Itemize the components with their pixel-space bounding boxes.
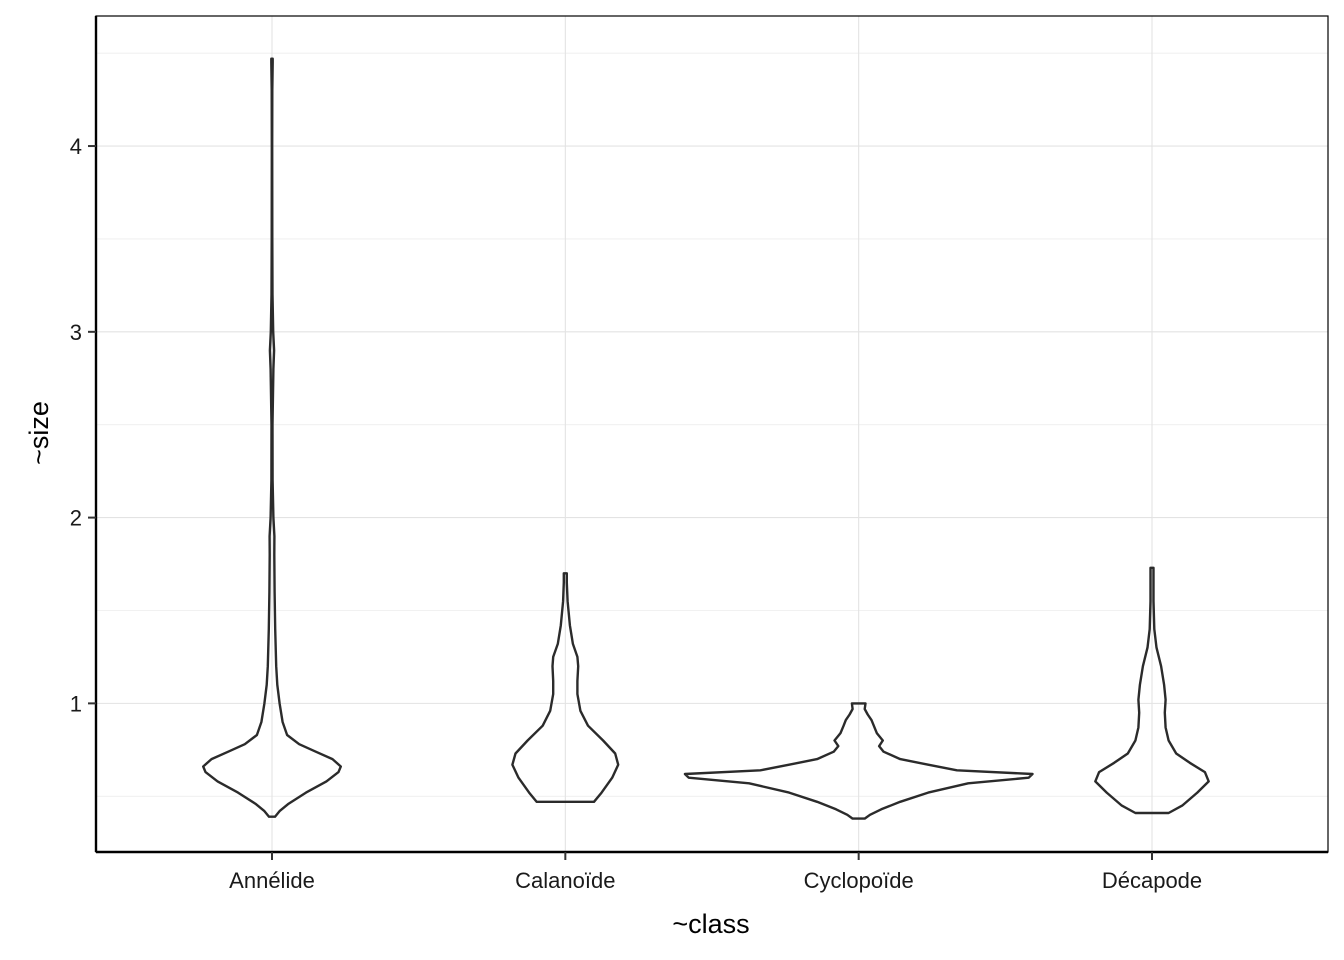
plot-border <box>95 15 1329 853</box>
x-tick-label: Cyclopoïde <box>804 868 914 893</box>
x-tick-label: Calanoïde <box>515 868 615 893</box>
y-tick-label: 2 <box>70 506 82 531</box>
x-axis-title: ~class <box>672 909 749 939</box>
axes <box>88 15 1329 860</box>
y-tick-label: 3 <box>70 320 82 345</box>
y-tick-label: 1 <box>70 691 82 716</box>
violins <box>202 57 1210 820</box>
violin-4 <box>1094 566 1210 815</box>
gridlines <box>96 16 1328 852</box>
x-tick-label: Annélide <box>229 868 315 893</box>
violin-3 <box>683 702 1034 820</box>
x-tick-label: Décapode <box>1102 868 1202 893</box>
y-tick-label: 4 <box>70 134 82 159</box>
x-tick-labels: Annélide Calanoïde Cyclopoïde Décapode <box>229 868 1202 893</box>
y-tick-labels: 1 2 3 4 <box>70 134 82 716</box>
violin-2 <box>511 572 620 803</box>
violin-1 <box>202 57 342 818</box>
y-axis-title: ~size <box>24 401 54 465</box>
